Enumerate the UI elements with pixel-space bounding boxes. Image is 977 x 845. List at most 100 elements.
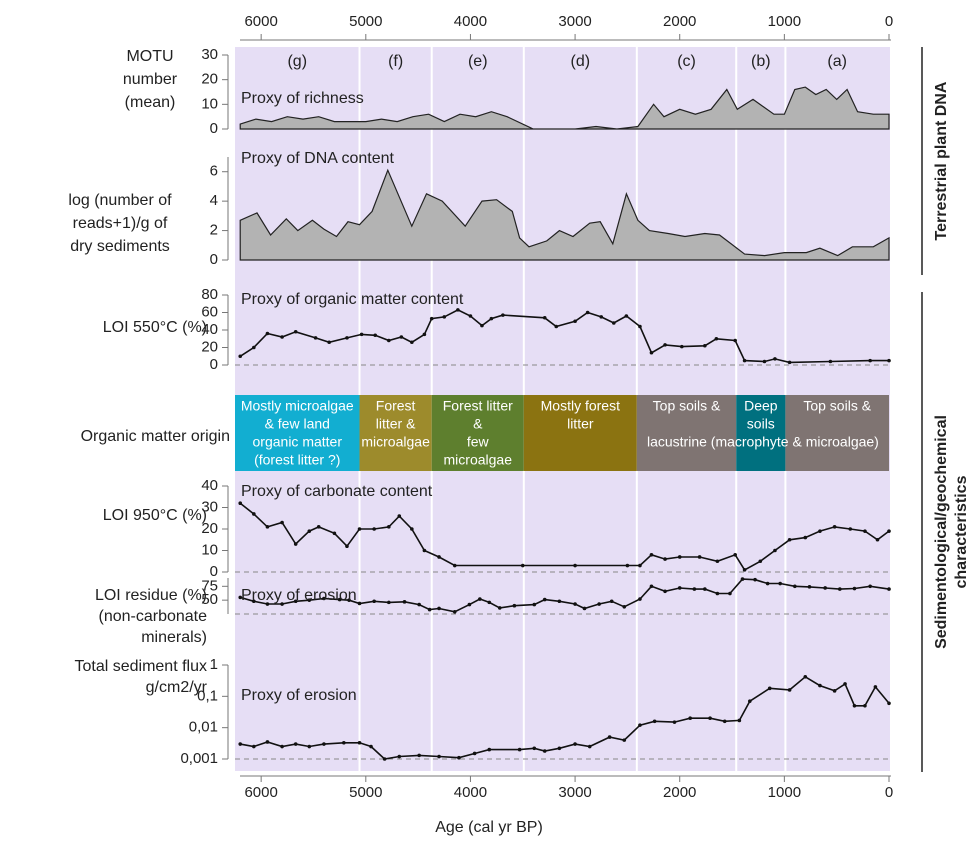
- point: [703, 587, 707, 591]
- point: [252, 345, 256, 350]
- point: [807, 585, 812, 589]
- point: [692, 587, 697, 591]
- panel-subtitle: Proxy of carbonate content: [241, 483, 433, 500]
- origin-box: [431, 395, 524, 471]
- point: [542, 597, 547, 602]
- origin-text: few: [467, 434, 490, 450]
- point: [322, 596, 326, 601]
- y-axis-title: dry sediments: [70, 238, 170, 255]
- x-tick-label: 5000: [349, 13, 382, 30]
- point: [542, 749, 547, 753]
- y-tick-label: 60: [201, 303, 218, 320]
- group-label: characteristics: [953, 475, 970, 588]
- zone-label: (a): [827, 53, 847, 70]
- y-tick-label: 30: [201, 46, 218, 63]
- point: [252, 744, 256, 749]
- point: [497, 606, 502, 610]
- point: [327, 340, 331, 345]
- point: [417, 753, 421, 758]
- point: [767, 686, 772, 691]
- point: [280, 744, 284, 749]
- y-axis-title: Total sediment flux: [74, 658, 207, 675]
- point: [714, 336, 719, 341]
- point: [307, 529, 312, 533]
- point: [787, 688, 792, 692]
- x-tick-label: 3000: [558, 784, 591, 801]
- origin-text: litter &: [376, 416, 416, 432]
- point: [387, 600, 391, 605]
- x-tick-label: 6000: [244, 784, 277, 801]
- point: [422, 548, 427, 553]
- origin-box: [736, 395, 786, 471]
- y-tick-label: 10: [201, 95, 218, 112]
- point: [742, 358, 747, 363]
- area: [239, 168, 890, 261]
- x-tick-label: 4000: [454, 13, 487, 30]
- point: [573, 742, 577, 746]
- point: [852, 703, 857, 708]
- point: [342, 740, 346, 745]
- origin-text: Forest: [376, 398, 416, 414]
- zone-label: (g): [287, 53, 307, 70]
- origin-box: [523, 395, 637, 471]
- point: [672, 720, 677, 724]
- line: [239, 502, 890, 571]
- panel-subtitle: Proxy of erosion: [241, 587, 357, 604]
- y-tick-label: 4: [210, 192, 218, 209]
- point: [787, 360, 792, 365]
- point: [728, 591, 732, 596]
- point: [607, 735, 612, 739]
- point: [532, 602, 537, 607]
- point: [715, 559, 720, 564]
- point: [457, 755, 461, 760]
- point: [680, 344, 684, 349]
- point: [410, 340, 414, 345]
- y-axis-title: minerals): [141, 629, 207, 646]
- point: [887, 701, 891, 706]
- point: [638, 563, 642, 568]
- point: [293, 329, 298, 334]
- point: [740, 577, 745, 581]
- point: [452, 563, 457, 568]
- zone-label: (b): [751, 53, 771, 70]
- y-tick-label: 40: [201, 477, 218, 494]
- origin-span-text: lacustrine (macrophyte & microalgae): [647, 434, 879, 450]
- point: [265, 331, 270, 336]
- point: [437, 606, 441, 611]
- point: [402, 600, 407, 604]
- point: [520, 563, 525, 568]
- y-axis-title: g/cm2/yr: [146, 679, 208, 696]
- point: [753, 577, 757, 582]
- point: [489, 316, 494, 321]
- x-tick-label: 1000: [768, 784, 801, 801]
- origin-box: [235, 395, 360, 471]
- point: [387, 338, 391, 343]
- point: [649, 584, 654, 589]
- x-tick-label: 0: [885, 784, 893, 801]
- x-tick-label: 2000: [663, 784, 696, 801]
- point: [307, 744, 312, 749]
- point: [452, 609, 457, 614]
- group-label: Terrestrial plant DNA: [933, 81, 950, 240]
- origin-text: Top soils &: [653, 398, 721, 414]
- point: [622, 738, 627, 742]
- point: [622, 605, 627, 609]
- point: [803, 535, 808, 540]
- point: [422, 332, 427, 337]
- y-tick-label: 0: [210, 251, 218, 268]
- origin-text: litter: [567, 416, 594, 432]
- point: [638, 324, 642, 329]
- point: [478, 597, 482, 601]
- point: [372, 599, 376, 604]
- point: [456, 308, 460, 312]
- point: [793, 584, 797, 589]
- y-tick-label: 0,1: [197, 687, 218, 704]
- point: [663, 557, 667, 561]
- point: [625, 563, 630, 568]
- point: [677, 555, 682, 559]
- point: [649, 553, 654, 557]
- point: [480, 323, 484, 328]
- point: [599, 315, 604, 319]
- point: [688, 716, 692, 721]
